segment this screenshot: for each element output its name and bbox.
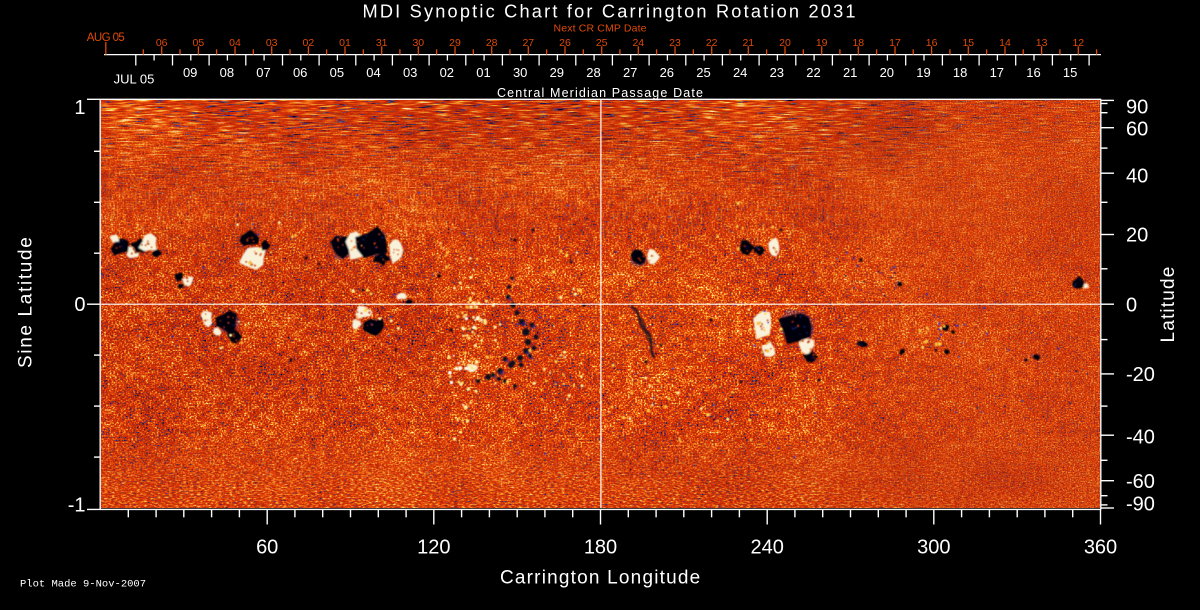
svg-text:120: 120 bbox=[417, 537, 450, 559]
svg-text:06: 06 bbox=[156, 37, 168, 49]
svg-text:Carrington Longitude: Carrington Longitude bbox=[500, 568, 701, 589]
svg-text:26: 26 bbox=[559, 37, 571, 49]
svg-text:JUL 05: JUL 05 bbox=[114, 72, 155, 87]
svg-text:06: 06 bbox=[293, 65, 307, 80]
svg-text:360: 360 bbox=[1084, 537, 1117, 559]
svg-text:0: 0 bbox=[74, 294, 85, 316]
svg-text:0: 0 bbox=[1126, 294, 1137, 316]
svg-text:19: 19 bbox=[916, 65, 930, 80]
svg-text:13: 13 bbox=[1036, 37, 1048, 49]
svg-text:24: 24 bbox=[632, 37, 644, 49]
svg-text:01: 01 bbox=[339, 37, 351, 49]
svg-text:Central Meridian Passage Date: Central Meridian Passage Date bbox=[497, 86, 703, 100]
svg-text:07: 07 bbox=[256, 65, 270, 80]
svg-text:26: 26 bbox=[660, 65, 674, 80]
svg-text:60: 60 bbox=[1126, 119, 1148, 141]
svg-text:29: 29 bbox=[449, 37, 461, 49]
svg-text:16: 16 bbox=[926, 37, 938, 49]
svg-text:-1: -1 bbox=[68, 495, 86, 517]
svg-text:MDI Synoptic Chart for Carring: MDI Synoptic Chart for Carrington Rotati… bbox=[363, 2, 856, 22]
svg-text:04: 04 bbox=[229, 37, 241, 49]
svg-text:18: 18 bbox=[852, 37, 864, 49]
svg-text:90: 90 bbox=[1126, 97, 1148, 119]
svg-text:40: 40 bbox=[1126, 166, 1148, 188]
svg-text:23: 23 bbox=[770, 65, 784, 80]
svg-text:27: 27 bbox=[522, 37, 534, 49]
svg-text:22: 22 bbox=[806, 65, 820, 80]
svg-text:25: 25 bbox=[596, 37, 608, 49]
svg-text:12: 12 bbox=[1072, 37, 1084, 49]
svg-text:20: 20 bbox=[880, 65, 894, 80]
svg-text:23: 23 bbox=[669, 37, 681, 49]
svg-text:16: 16 bbox=[1026, 65, 1040, 80]
svg-text:20: 20 bbox=[779, 37, 791, 49]
svg-text:-40: -40 bbox=[1126, 426, 1155, 448]
svg-text:18: 18 bbox=[953, 65, 967, 80]
svg-text:05: 05 bbox=[193, 37, 205, 49]
svg-text:08: 08 bbox=[220, 65, 234, 80]
svg-text:20: 20 bbox=[1126, 224, 1148, 246]
svg-text:24: 24 bbox=[733, 65, 747, 80]
svg-text:1: 1 bbox=[74, 97, 85, 119]
svg-text:22: 22 bbox=[706, 37, 718, 49]
svg-text:-90: -90 bbox=[1126, 493, 1155, 515]
svg-text:28: 28 bbox=[486, 37, 498, 49]
svg-text:14: 14 bbox=[999, 37, 1011, 49]
svg-text:03: 03 bbox=[403, 65, 417, 80]
svg-text:21: 21 bbox=[843, 65, 857, 80]
svg-text:180: 180 bbox=[584, 537, 617, 559]
svg-text:300: 300 bbox=[917, 537, 950, 559]
svg-text:25: 25 bbox=[696, 65, 710, 80]
svg-text:Latitude: Latitude bbox=[1158, 266, 1179, 343]
svg-text:17: 17 bbox=[889, 37, 901, 49]
svg-text:19: 19 bbox=[816, 37, 828, 49]
svg-text:240: 240 bbox=[751, 537, 784, 559]
svg-text:21: 21 bbox=[742, 37, 754, 49]
svg-text:30: 30 bbox=[513, 65, 527, 80]
svg-text:15: 15 bbox=[962, 37, 974, 49]
svg-text:Sine Latitude: Sine Latitude bbox=[16, 236, 37, 368]
svg-text:03: 03 bbox=[266, 37, 278, 49]
svg-text:31: 31 bbox=[376, 37, 388, 49]
svg-text:15: 15 bbox=[1063, 65, 1077, 80]
svg-text:Plot Made 9-Nov-2007: Plot Made 9-Nov-2007 bbox=[20, 579, 146, 591]
svg-text:05: 05 bbox=[330, 65, 344, 80]
svg-text:02: 02 bbox=[440, 65, 454, 80]
svg-text:60: 60 bbox=[256, 537, 278, 559]
svg-text:Next CR CMP Date: Next CR CMP Date bbox=[554, 23, 647, 35]
svg-text:30: 30 bbox=[412, 37, 424, 49]
svg-text:-60: -60 bbox=[1126, 471, 1155, 493]
svg-text:01: 01 bbox=[476, 65, 490, 80]
svg-text:-20: -20 bbox=[1126, 364, 1155, 386]
svg-text:09: 09 bbox=[183, 65, 197, 80]
svg-text:27: 27 bbox=[623, 65, 637, 80]
svg-text:04: 04 bbox=[366, 65, 380, 80]
svg-text:AUG 05: AUG 05 bbox=[87, 32, 125, 44]
svg-text:29: 29 bbox=[550, 65, 564, 80]
svg-text:28: 28 bbox=[586, 65, 600, 80]
svg-text:17: 17 bbox=[990, 65, 1004, 80]
svg-text:02: 02 bbox=[303, 37, 315, 49]
